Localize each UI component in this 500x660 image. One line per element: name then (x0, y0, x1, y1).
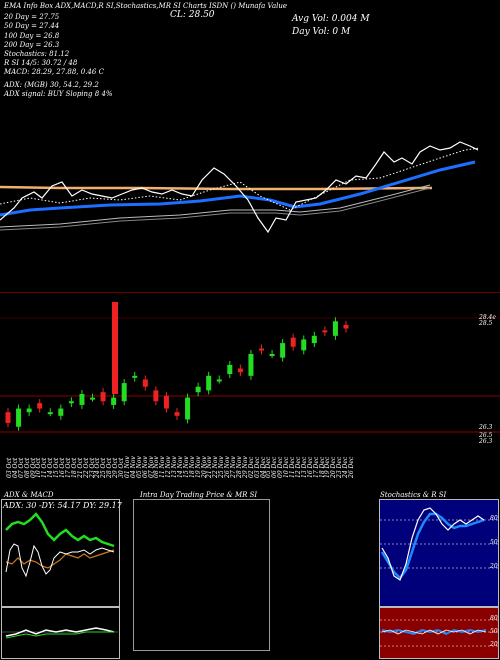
date-label: 26 Dec (348, 456, 355, 478)
stoch-level-80: 80 (490, 515, 498, 522)
rsi-blue-line (381, 628, 487, 636)
candle-body (111, 397, 117, 405)
candle-body (5, 412, 11, 424)
ema20-label: 20 Day = 27.75 (4, 13, 60, 21)
adx-chart (5, 512, 115, 578)
close-label: CL: 28.50 (170, 10, 215, 20)
price-axis-bottom-1: 26.3 (479, 424, 493, 431)
candle-body (121, 383, 127, 402)
candle-body (343, 324, 349, 329)
stochastics-white-line (381, 507, 485, 581)
candle-body (47, 412, 53, 415)
rsi-white-line (381, 629, 487, 635)
price-axis-top-1: 28.4e (479, 314, 496, 321)
ema-info-line: EMA Info Box ADX,MACD,R SI,Stochastics,M… (4, 2, 288, 10)
rsi-level-80: 80 (490, 615, 498, 622)
adx-white-line (5, 543, 115, 578)
candle-body (311, 335, 317, 344)
candle-body (68, 401, 74, 404)
candle-body (206, 375, 212, 391)
ema200-label: 200 Day = 26.3 (4, 41, 60, 49)
rsi-panel (379, 607, 499, 659)
rsi-level-50: 50 (490, 628, 498, 635)
candle-body (216, 379, 222, 382)
stoch-level-20: 20 (490, 563, 498, 570)
candle-body (90, 397, 95, 400)
candle-body (290, 337, 296, 347)
candle-body (237, 368, 243, 373)
rsi-chart (380, 619, 498, 647)
ema-grey-line-2 (0, 187, 431, 231)
stochastics-rsi-title: Stochastics & R SI (380, 491, 447, 499)
panel-separator (0, 292, 500, 293)
candle-body (332, 321, 338, 336)
adx-signal-label: ADX signal: BUY Sloping 8 4% (4, 90, 113, 98)
macd-green-line (5, 631, 114, 639)
macd-chart (2, 627, 118, 639)
ema-chart (0, 141, 481, 234)
price-axis-top-2: 28.5 (479, 320, 493, 327)
candle-body (142, 379, 148, 387)
candle-body (195, 386, 201, 393)
ema50-label: 50 Day = 27.44 (4, 22, 60, 30)
candle-body (132, 375, 138, 378)
candle-body (37, 403, 43, 409)
stochastics-blue-line (380, 512, 485, 580)
stochastics-label: Stochastics: 81.12 (4, 50, 70, 58)
candle-body (301, 339, 307, 351)
day-vol-label: Day Vol: 0 M (292, 27, 351, 37)
candle-body (322, 330, 328, 333)
rsi-level-20: 20 (490, 641, 498, 648)
adx-panel (1, 499, 120, 607)
macd-white-line (5, 627, 115, 637)
ema-dotted-line (0, 147, 481, 211)
candle-body (163, 395, 169, 409)
adx-values: ADX: 30 -DY: 54.17 DY: 29.17 (3, 501, 122, 510)
price-close-line (0, 141, 479, 234)
candle-body-spike (112, 302, 118, 394)
candle-body (153, 390, 159, 402)
candle-body (248, 354, 254, 376)
macd-label: MACD: 28.29, 27.88, 0.46 C (4, 68, 104, 76)
stoch-level-50: 50 (490, 539, 498, 546)
rsi-label: R SI 14/5: 30.72 / 48 (4, 59, 78, 67)
candle-body (174, 412, 180, 416)
macd-panel (1, 607, 120, 659)
candle-body (100, 392, 106, 402)
price-axis-bottom-3: 26.3 (479, 438, 493, 445)
candle-body (227, 364, 233, 374)
ema-orange-line (0, 185, 432, 191)
avg-vol-label: Avg Vol: 0.004 M (292, 14, 370, 24)
stochastics-chart (380, 507, 498, 581)
ema100-label: 100 Day = 26.8 (4, 32, 60, 40)
intraday-title: Intra Day Trading Price & MR SI (140, 491, 258, 499)
ema-blue-line (0, 160, 476, 217)
adx-green-line (5, 512, 115, 548)
candle-body (185, 397, 191, 420)
ema-grey-line (0, 184, 431, 228)
candle-body (280, 343, 286, 358)
candle-body (269, 354, 275, 356)
candle-body (26, 408, 32, 413)
candle-body (79, 394, 85, 405)
intraday-panel (133, 499, 270, 651)
candlestick-chart (0, 302, 500, 433)
candle-body (259, 348, 264, 351)
candle-body (16, 408, 22, 427)
candle-body (58, 408, 64, 416)
adx-label: ADX: (MGB) 30, 54.2, 29.2 (4, 81, 99, 89)
price-axis-bottom-2: 26.5 (479, 432, 493, 439)
adx-orange-line (5, 549, 115, 569)
adx-macd-title: ADX & MACD (4, 491, 54, 499)
